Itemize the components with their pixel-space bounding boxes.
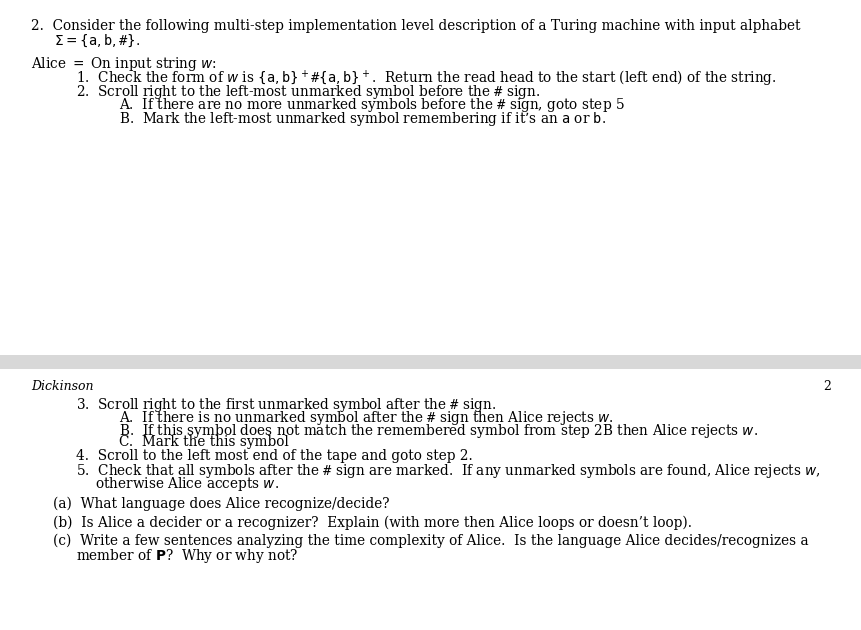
Text: (c)  Write a few sentences analyzing the time complexity of Alice.  Is the langu: (c) Write a few sentences analyzing the … [53,534,808,548]
Text: $\Sigma = \{\mathtt{a},\mathtt{b},\mathtt{\#}\}.$: $\Sigma = \{\mathtt{a},\mathtt{b},\matht… [54,33,140,49]
Bar [0,355,861,369]
Text: C.  Mark the this symbol: C. Mark the this symbol [119,435,288,449]
Text: Dickinson: Dickinson [31,380,94,393]
Text: 5.  Check that all symbols after the $\mathtt{\#}$ sign are marked.  If any unma: 5. Check that all symbols after the $\ma… [76,462,820,480]
Text: 3.  Scroll right to the first unmarked symbol after the $\mathtt{\#}$ sign.: 3. Scroll right to the first unmarked sy… [76,396,495,414]
Text: 4.  Scroll to the left most end of the tape and goto step 2.: 4. Scroll to the left most end of the ta… [76,449,472,462]
Text: (b)  Is Alice a decider or a recognizer?  Explain (with more then Alice loops or: (b) Is Alice a decider or a recognizer? … [53,515,691,530]
Text: member of $\mathbf{P}$?  Why or why not?: member of $\mathbf{P}$? Why or why not? [76,547,298,565]
Text: Alice $=$ On input string $w$:: Alice $=$ On input string $w$: [31,55,217,74]
Text: 2: 2 [822,380,830,393]
Text: 2.  Scroll right to the left-most unmarked symbol before the $\mathtt{\#}$ sign.: 2. Scroll right to the left-most unmarke… [76,83,540,101]
Text: A.  If there is no unmarked symbol after the $\mathtt{\#}$ sign then Alice rejec: A. If there is no unmarked symbol after … [119,409,613,427]
Text: otherwise Alice accepts $w$.: otherwise Alice accepts $w$. [95,475,279,493]
Text: B.  If this symbol does not match the remembered symbol from step 2B then Alice : B. If this symbol does not match the rem… [119,422,757,440]
Text: 1.  Check the form of $w$ is $\{\mathtt{a},\mathtt{b}\}^+\mathtt{\#}\{\mathtt{a}: 1. Check the form of $w$ is $\{\mathtt{a… [76,69,776,89]
Text: A.  If there are no more unmarked symbols before the $\mathtt{\#}$ sign, goto st: A. If there are no more unmarked symbols… [119,96,624,115]
Text: 2.  Consider the following multi-step implementation level description of a Turi: 2. Consider the following multi-step imp… [31,19,800,33]
Text: (a)  What language does Alice recognize/decide?: (a) What language does Alice recognize/d… [53,497,389,512]
Text: B.  Mark the left-most unmarked symbol remembering if it’s an $\mathtt{a}$ or $\: B. Mark the left-most unmarked symbol re… [119,110,605,128]
